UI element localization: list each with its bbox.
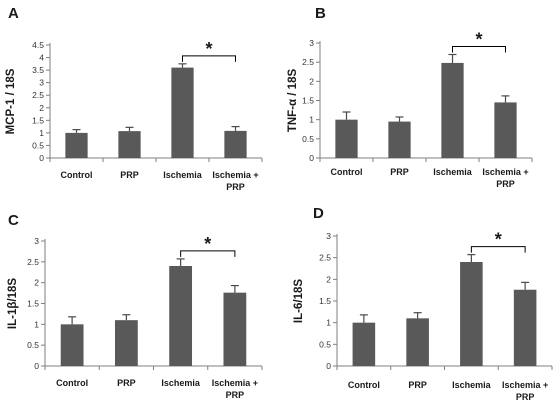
bar <box>460 262 483 366</box>
chart-panel-c: C IL-1β/18S 0 0.5 1 1.5 2 2.5 3 Control PRP Ischemi… <box>7 212 263 400</box>
y-tick-label: 1 <box>34 319 39 329</box>
panel-letter: A <box>8 5 19 22</box>
category-label: PRP <box>496 179 515 189</box>
y-tick-label: 3 <box>309 38 314 48</box>
y-tick-label: 0.5 <box>27 340 39 350</box>
category-label: Ischemia + <box>212 378 258 388</box>
bar <box>118 131 141 158</box>
category-label: Ischemia + <box>502 380 548 390</box>
bar <box>169 266 193 366</box>
y-tick-label: 2.5 <box>319 253 331 263</box>
y-tick-label: 1.5 <box>319 296 331 306</box>
bar <box>114 320 138 366</box>
y-tick-label: 2.5 <box>27 257 39 267</box>
y-axis-label: TNF-α / 18S <box>287 69 299 133</box>
bar <box>406 318 429 366</box>
y-tick-label: 3 <box>39 78 44 88</box>
significance-star: * <box>204 234 211 254</box>
panel-letter: C <box>8 212 19 229</box>
y-axis-label: MCP-1 / 18S <box>5 68 17 134</box>
significance-bracket <box>470 246 526 253</box>
bar <box>441 62 464 158</box>
y-tick-label: 0 <box>309 153 314 163</box>
y-tick-label: 2 <box>39 103 44 113</box>
bar <box>335 119 358 158</box>
category-label: PRP <box>226 182 245 192</box>
category-label: PRP <box>117 378 136 388</box>
bar <box>224 130 247 158</box>
category-label: Ischemia <box>163 170 203 180</box>
y-tick-label: 2.5 <box>302 57 314 67</box>
significance-star: * <box>475 30 482 50</box>
category-label: PRP <box>390 167 409 177</box>
y-tick-label: 2 <box>326 274 331 284</box>
y-tick-label: 4 <box>39 53 44 63</box>
category-label: Ischemia <box>452 380 492 390</box>
y-tick-label: 3 <box>34 236 39 246</box>
y-tick-label: 1.5 <box>32 115 44 125</box>
category-label: PRP <box>516 392 535 402</box>
y-tick-label: 2 <box>34 278 39 288</box>
y-tick-label: 1 <box>39 128 44 138</box>
category-label: Ischemia + <box>482 167 528 177</box>
category-label: Ischemia + <box>212 170 258 180</box>
category-label: Control <box>331 167 363 177</box>
panel-letter: D <box>313 205 324 222</box>
chart-panel-b: B TNF-α / 18S 0 0.5 1 1.5 2 2.5 3 Control PRP Ische… <box>287 5 533 189</box>
bar <box>65 132 88 158</box>
y-tick-label: 0 <box>326 361 331 371</box>
y-tick-label: 3 <box>326 231 331 241</box>
category-label: PRP <box>226 390 245 400</box>
category-label: Control <box>61 170 93 180</box>
category-label: Ischemia <box>161 378 201 388</box>
y-tick-label: 1 <box>309 115 314 125</box>
y-tick-label: 0.5 <box>302 134 314 144</box>
y-tick-label: 0.5 <box>319 339 331 349</box>
significance-bracket <box>452 46 506 53</box>
category-label: PRP <box>408 380 427 390</box>
bar <box>223 292 247 366</box>
y-tick-label: 0.5 <box>32 140 44 150</box>
y-tick-label: 4.5 <box>32 40 44 50</box>
y-axis-label: IL-1β/18S <box>7 278 19 329</box>
panel-letter: B <box>315 5 326 22</box>
bar <box>494 102 517 158</box>
significance-star: * <box>495 230 502 250</box>
chart-panel-a: A MCP-1 / 18S 0 0.5 1 1.5 2 2.5 3 3.5 4 4.5 Control P… <box>5 5 263 192</box>
y-tick-label: 1.5 <box>302 96 314 106</box>
y-tick-label: 1 <box>326 318 331 328</box>
y-tick-label: 0 <box>39 153 44 163</box>
bar <box>60 324 84 366</box>
y-axis-label: IL-6/18S <box>293 279 305 323</box>
bar <box>513 289 537 366</box>
bar <box>388 121 411 158</box>
significance-bracket <box>182 55 236 62</box>
y-tick-label: 2 <box>309 76 314 86</box>
significance-star: * <box>205 39 212 59</box>
y-tick-label: 1.5 <box>27 299 39 309</box>
category-label: PRP <box>120 170 139 180</box>
y-tick-label: 0 <box>34 361 39 371</box>
significance-bracket <box>180 250 236 257</box>
chart-panel-d: D IL-6/18S 0 0.5 1 1.5 2 2.5 3 Control PRP Ischemia… <box>293 205 553 402</box>
category-label: Control <box>56 378 88 388</box>
y-tick-label: 3.5 <box>32 65 44 75</box>
category-label: Ischemia <box>433 167 473 177</box>
bar <box>171 67 194 158</box>
bar <box>352 322 376 366</box>
y-tick-label: 2.5 <box>32 90 44 100</box>
category-label: Control <box>348 380 380 390</box>
